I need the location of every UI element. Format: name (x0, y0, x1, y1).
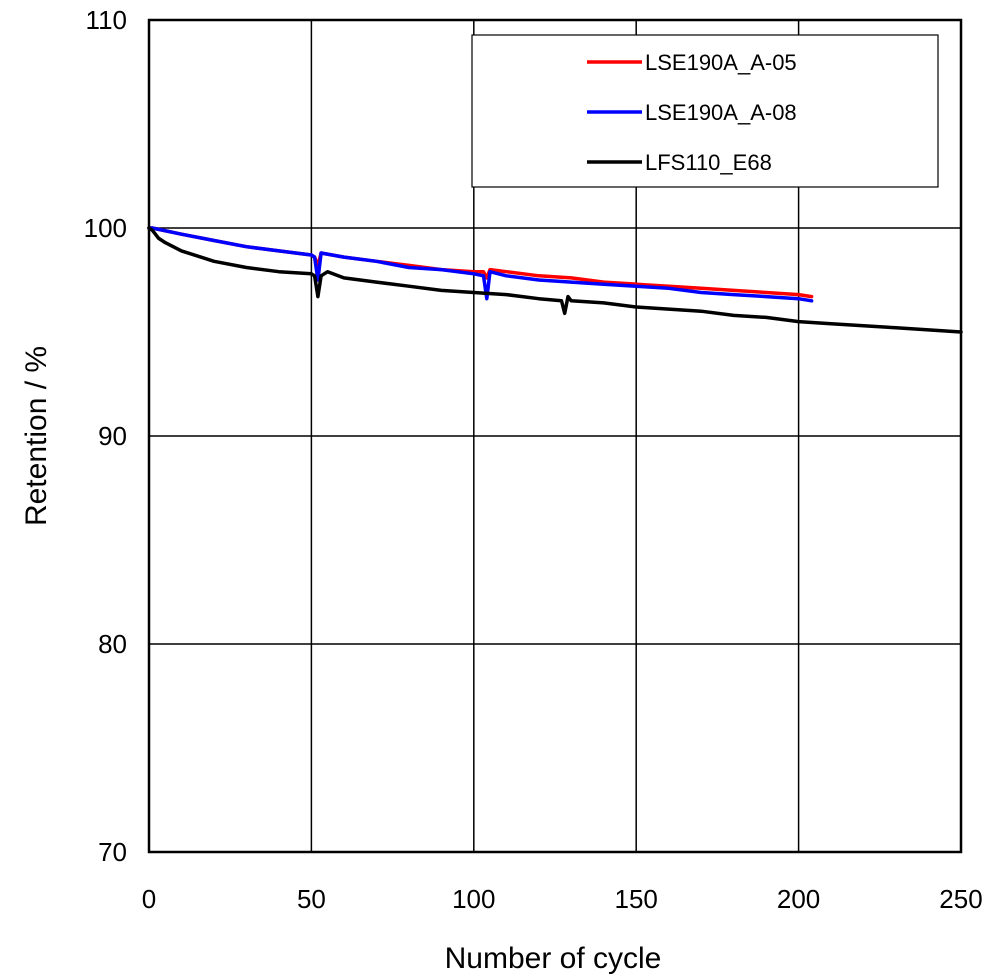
y-tick-label-110: 110 (86, 5, 127, 35)
series-lines (147, 226, 963, 334)
legend-box (471, 34, 939, 188)
legend-label-3: LFS110_E68 (645, 150, 772, 175)
x-tick-label-150: 150 (615, 884, 658, 914)
series-line-3 (147, 226, 963, 334)
y-tick-label-70: 70 (98, 837, 127, 867)
x-tick-label-200: 200 (777, 884, 820, 914)
y-axis-title: Retention / % (20, 346, 53, 526)
legend-label-1: LSE190A_A-05 (645, 50, 797, 75)
legend-entries: LSE190A_A-05 LSE190A_A-08 LFS110_E68 (587, 50, 797, 175)
series-line-2 (147, 226, 814, 303)
legend-label-2: LSE190A_A-08 (645, 100, 797, 125)
x-tick-label-50: 50 (297, 884, 326, 914)
y-tick-label-90: 90 (98, 421, 127, 451)
x-tick-label-250: 250 (939, 884, 982, 914)
x-tick-label-0: 0 (142, 884, 156, 914)
x-tick-label-100: 100 (452, 884, 495, 914)
y-tick-label-80: 80 (98, 629, 127, 659)
y-tick-label-100: 100 (84, 213, 127, 243)
legend: LSE190A_A-05 LSE190A_A-08 LFS110_E68 (471, 34, 939, 188)
x-tick-labels: 0 50 100 150 200 250 (142, 884, 983, 914)
x-axis-title: Number of cycle (445, 942, 662, 975)
y-tick-labels: 70 80 90 100 110 (84, 5, 127, 867)
plot-border (147, 18, 963, 854)
